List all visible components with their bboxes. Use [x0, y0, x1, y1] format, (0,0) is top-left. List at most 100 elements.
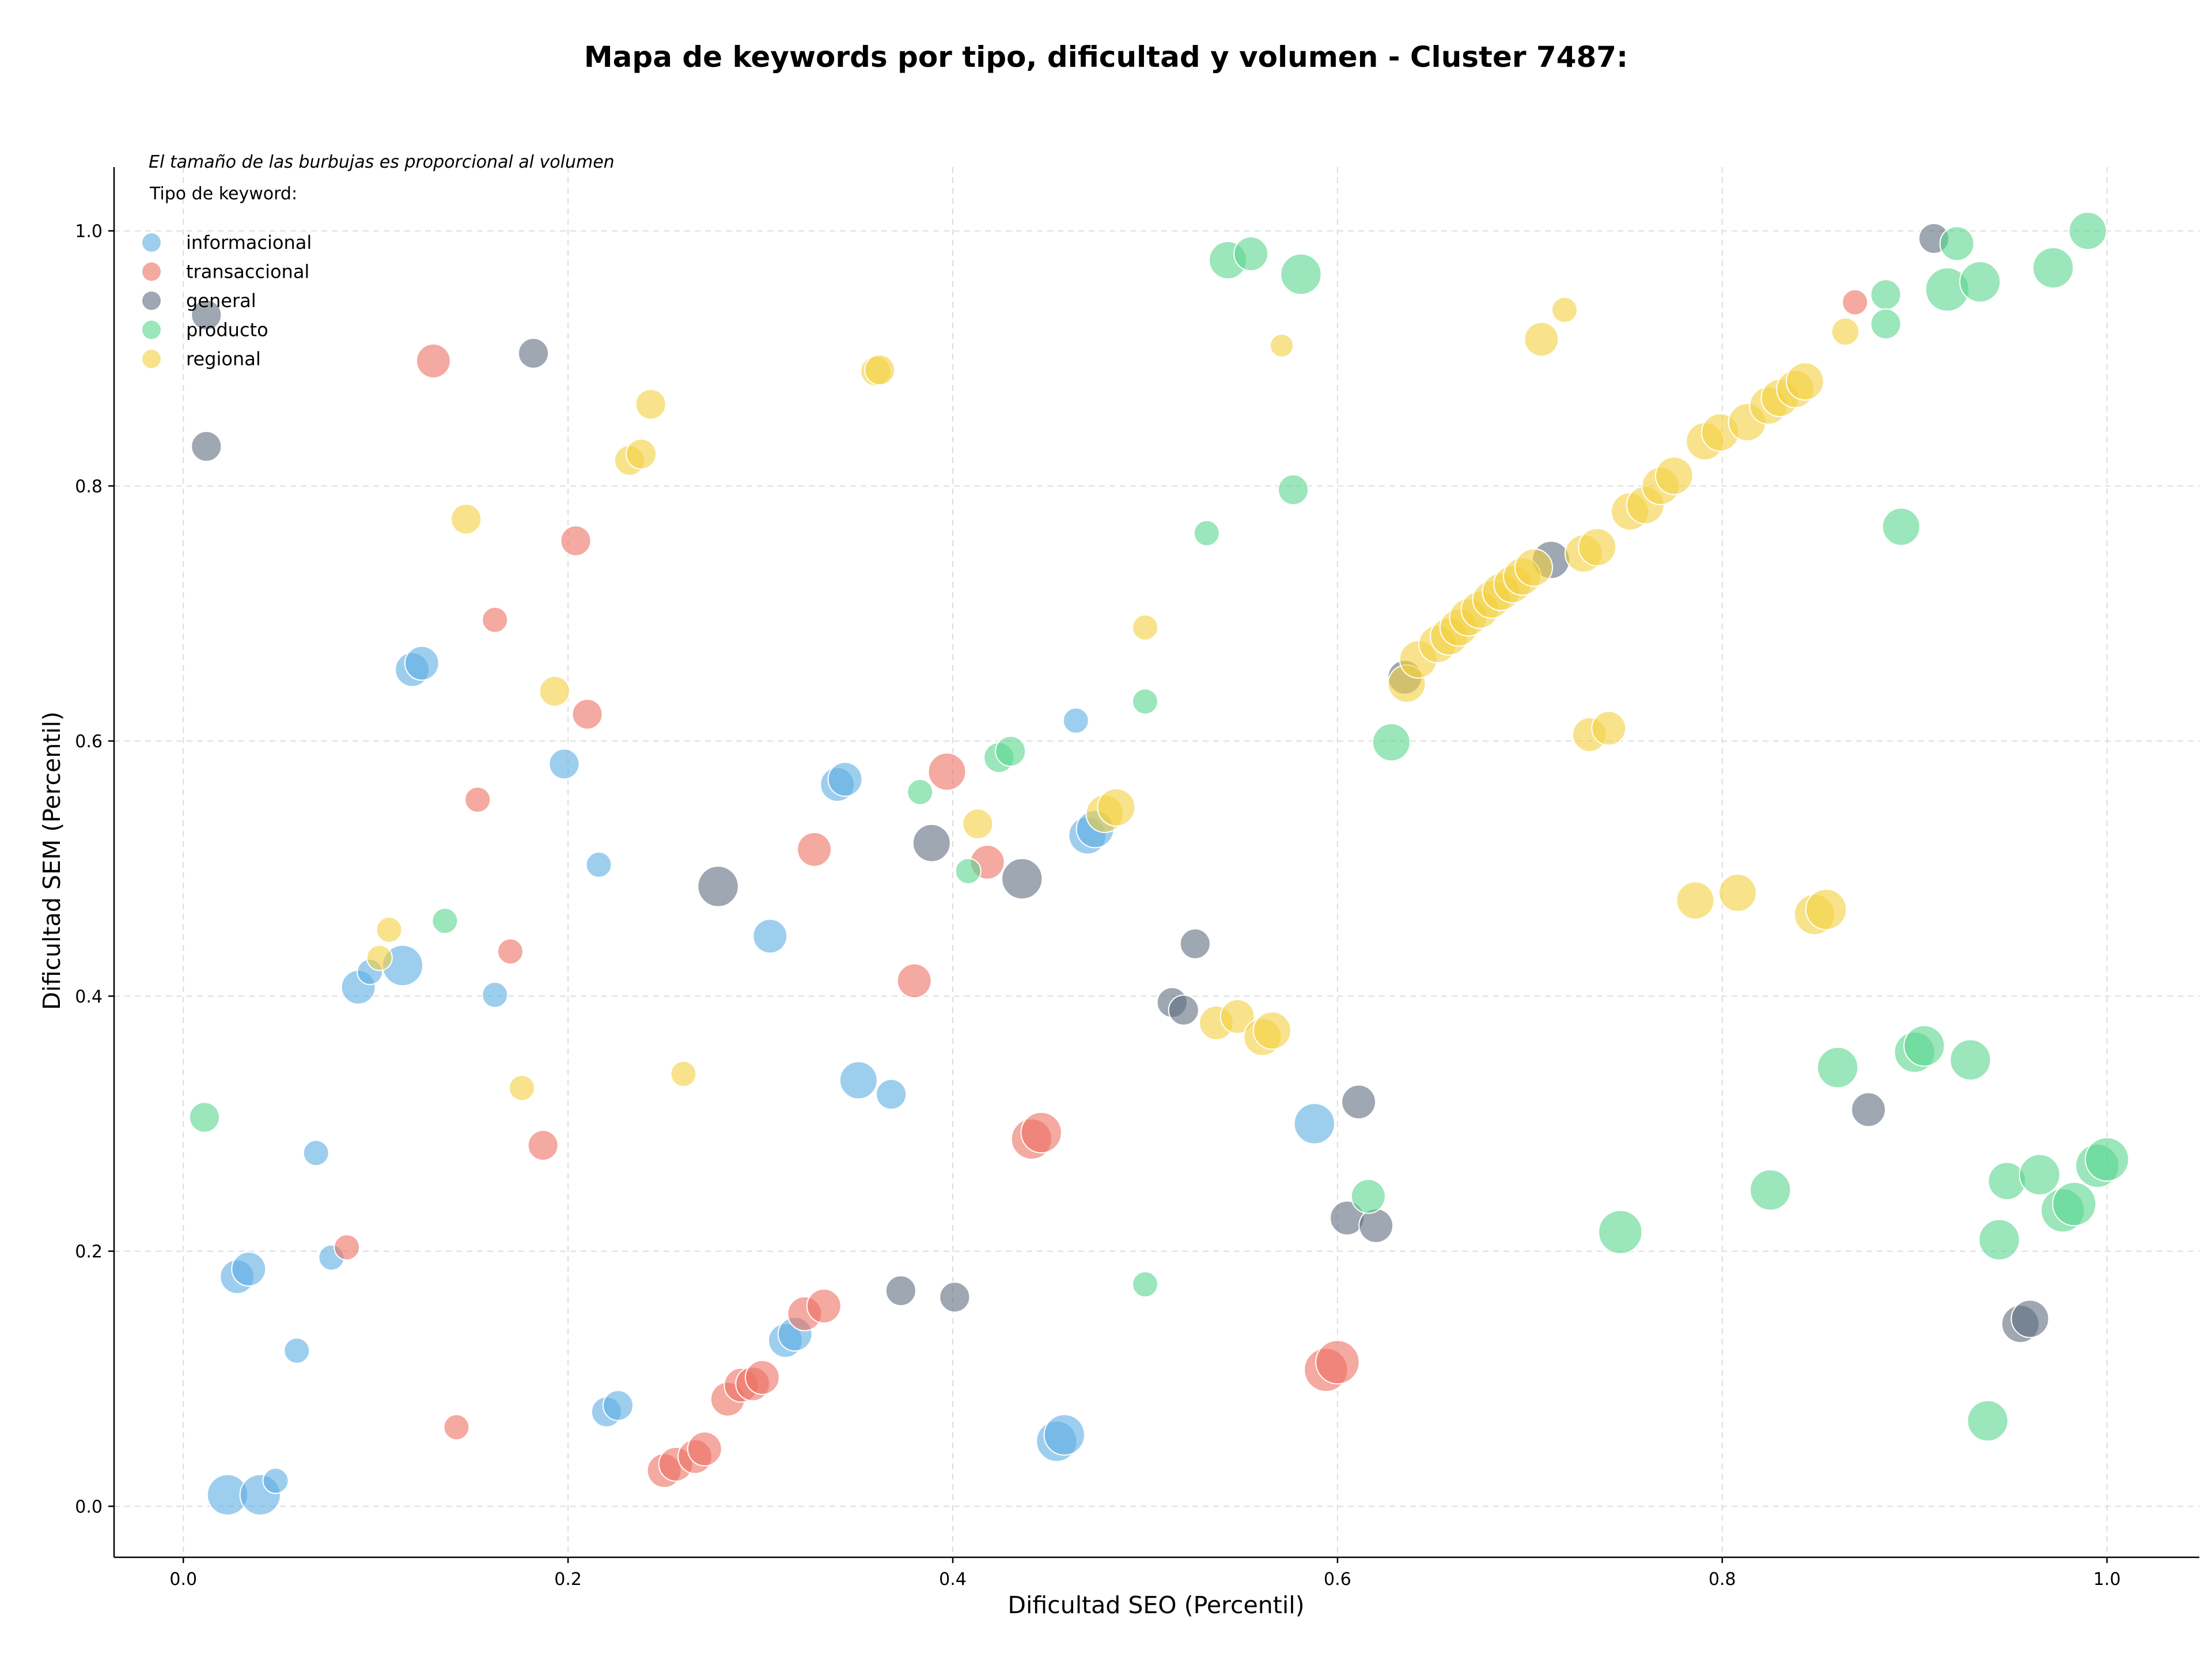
- bubble-informacional: [827, 762, 863, 797]
- bubble-producto: [995, 735, 1027, 767]
- bubble-regional: [508, 1074, 535, 1102]
- series-regional: [366, 296, 1860, 1102]
- series-transaccional: [334, 289, 1869, 1488]
- bubble-transaccional: [482, 606, 509, 633]
- bubble-general: [191, 299, 222, 331]
- bubble-transaccional: [1020, 1111, 1062, 1153]
- bubble-informacional: [752, 918, 788, 954]
- bubble-general: [191, 430, 222, 462]
- bubble-transaccional: [560, 525, 592, 557]
- bubble-informacional: [283, 1337, 310, 1364]
- bubble-transaccional: [464, 786, 491, 814]
- bubble-transaccional: [744, 1360, 780, 1395]
- x-axis-label: Dificultad SEO (Percentil): [1007, 1591, 1304, 1619]
- bubble-general: [2010, 1299, 2050, 1338]
- bubble-transaccional: [415, 343, 451, 379]
- bubble-informacional: [876, 1079, 907, 1110]
- bubble-transaccional: [443, 1414, 470, 1441]
- bubble-general: [939, 1281, 971, 1313]
- bubble-general: [912, 823, 951, 862]
- bubble-informacional: [262, 1467, 289, 1494]
- bubble-regional: [1097, 788, 1136, 827]
- bubble-producto: [1967, 1399, 2009, 1442]
- bubble-producto: [1870, 308, 1902, 340]
- bubble-informacional: [302, 1140, 329, 1167]
- bubble-general: [1168, 994, 1199, 1026]
- bubble-general: [885, 1275, 916, 1307]
- bubble-regional: [1654, 456, 1694, 495]
- bubble-general: [517, 338, 550, 369]
- bubble-transaccional: [806, 1288, 842, 1324]
- bubble-regional: [376, 916, 403, 943]
- bubble-informacional: [231, 1251, 267, 1287]
- legend-label-producto: producto: [186, 319, 268, 341]
- bubble-informacional: [602, 1390, 634, 1421]
- y-tick-label: 0.6: [75, 732, 103, 752]
- bubble-informacional: [1062, 707, 1089, 734]
- series-producto: [188, 211, 2130, 1442]
- bubble-transaccional: [497, 938, 524, 965]
- legend-annotation: El tamaño de las burbujas es proporciona…: [149, 152, 615, 172]
- bubble-producto: [1749, 1169, 1791, 1211]
- x-tick-label: 0.4: [939, 1569, 967, 1590]
- legend: El tamaño de las burbujas es proporciona…: [142, 152, 615, 370]
- bubbles: [188, 211, 2130, 1516]
- bubble-regional: [1269, 333, 1294, 358]
- bubble-transaccional: [1315, 1340, 1360, 1384]
- bubble-informacional: [482, 981, 509, 1008]
- bubble-producto: [2052, 1182, 2097, 1227]
- bubble-producto: [1978, 1219, 2020, 1261]
- bubble-producto: [1939, 226, 1975, 262]
- bubble-producto: [1903, 1025, 1945, 1067]
- bubble-general: [1001, 858, 1043, 900]
- bubble-transaccional: [896, 963, 932, 998]
- series-general: [191, 222, 2050, 1344]
- bubble-producto: [2018, 1153, 2061, 1196]
- bubble-informacional: [548, 748, 580, 780]
- x-tick-label: 0.8: [1709, 1569, 1736, 1590]
- bubble-general: [1851, 1092, 1887, 1127]
- axes: 0.0 0.2 0.4 0.6 0.8 1.0 0.0 0.2 0.4 0.6 0.8 1.0: [75, 167, 2199, 1590]
- bubble-regional: [1805, 888, 1847, 930]
- chart-title: Mapa de keywords por tipo, dificultad y …: [584, 40, 1628, 74]
- bubble-regional: [635, 388, 666, 420]
- bubble-producto: [431, 907, 459, 934]
- bubble-producto: [1350, 1179, 1386, 1214]
- bubble-producto: [2085, 1137, 2130, 1182]
- legend-marker-producto: [142, 320, 161, 339]
- y-tick-label: 0.4: [75, 987, 103, 1007]
- grid: [114, 167, 2199, 1557]
- bubble-general: [697, 865, 739, 907]
- bubble-regional: [450, 503, 482, 535]
- bubble-producto: [1817, 1046, 1859, 1089]
- bubble-regional: [1524, 321, 1559, 357]
- bubble-producto: [2032, 247, 2074, 289]
- bubble-general: [1179, 928, 1211, 960]
- bubble-regional: [962, 808, 994, 840]
- bubble-transaccional: [571, 698, 603, 730]
- bubble-producto: [1280, 253, 1322, 296]
- bubble-regional: [625, 438, 657, 470]
- bubble-producto: [1131, 1271, 1158, 1298]
- legend-label-general: general: [186, 290, 256, 312]
- bubble-transaccional: [687, 1431, 722, 1467]
- bubble-general: [1358, 1208, 1394, 1243]
- bubble-regional: [1551, 296, 1578, 323]
- bubble-producto: [1233, 236, 1269, 271]
- bubble-producto: [955, 857, 982, 884]
- bubble-regional: [1785, 362, 1824, 401]
- bubble-regional: [1831, 317, 1860, 346]
- bubble-producto: [1598, 1209, 1643, 1255]
- bubble-informacional: [585, 851, 612, 878]
- y-tick-label: 0.8: [75, 476, 103, 497]
- y-tick-label: 1.0: [75, 222, 103, 242]
- bubble-informacional: [1043, 1414, 1085, 1456]
- bubble-producto: [1131, 688, 1158, 715]
- bubble-producto: [1959, 261, 2001, 303]
- bubble-informacional: [839, 1061, 878, 1100]
- bubble-regional: [539, 675, 570, 707]
- legend-marker-transaccional: [142, 262, 161, 281]
- y-tick-label: 0.2: [75, 1242, 103, 1262]
- bubble-producto: [1949, 1039, 1991, 1081]
- bubble-informacional: [1293, 1103, 1336, 1145]
